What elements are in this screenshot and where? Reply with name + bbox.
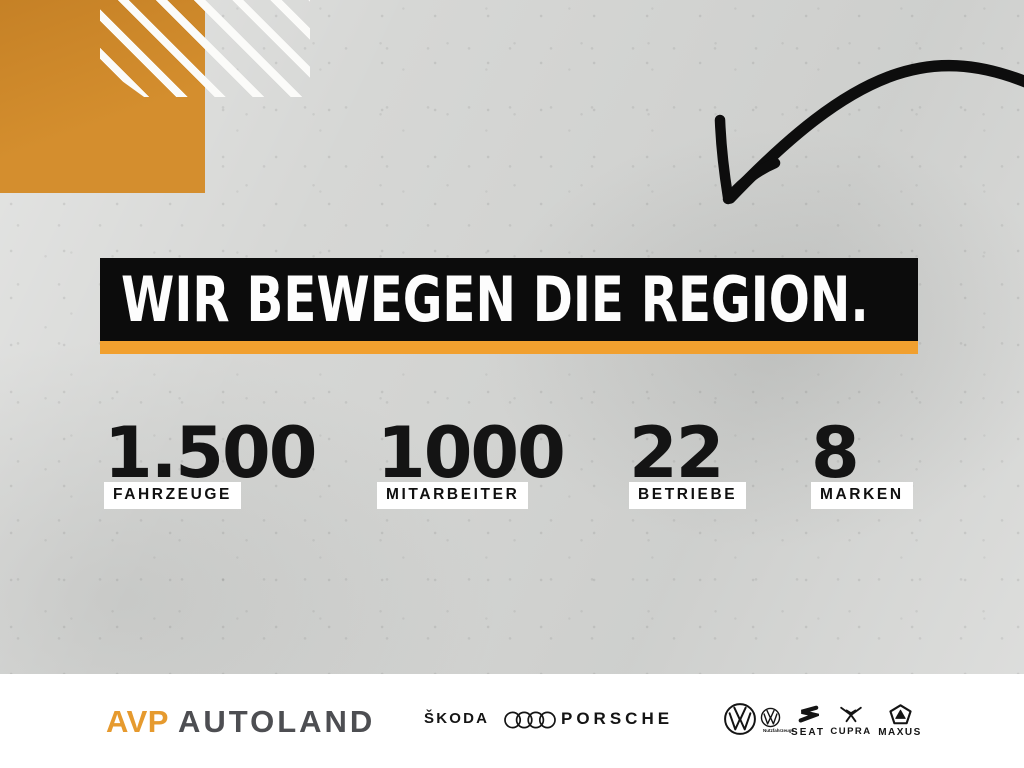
stat-label: FAHRZEUGE (104, 482, 241, 509)
stat-label: MITARBEITER (377, 482, 529, 509)
headline-banner: WIR BEWEGEN DIE REGION. (100, 258, 918, 341)
stat-label: MARKEN (811, 482, 913, 509)
stat-value: 8 (811, 412, 860, 494)
brand-logo-vw-nutzfahrzeuge[interactable]: Nutzfahrzeuge (756, 707, 795, 738)
stat-label: BETRIEBE (629, 482, 747, 509)
skoda-wordmark: ŠKODA (424, 710, 490, 727)
avp-autoland-logo[interactable]: AVP AUTOLAND (106, 704, 375, 740)
vw-nutzfahrzeuge-wordmark: Nutzfahrzeuge (763, 728, 795, 733)
brand-logo-skoda[interactable]: ŠKODA (424, 710, 489, 727)
brand-logo-volkswagen[interactable] (723, 702, 757, 736)
stat-value: 1.500 (104, 412, 317, 494)
porsche-wordmark: PORSCHE (561, 709, 674, 728)
cupra-emblem-icon (840, 706, 862, 723)
cupra-wordmark: CUPRA (830, 726, 872, 737)
seat-wordmark: SEAT (791, 727, 825, 738)
brand-logo-audi[interactable] (504, 710, 556, 730)
headline-text: WIR BEWEGEN DIE REGION. (121, 263, 869, 336)
stat-value: 22 (629, 412, 724, 494)
headline-underline (100, 341, 918, 354)
vw-roundel-icon (760, 707, 780, 728)
brand-logo-maxus[interactable]: MAXUS (875, 704, 925, 738)
avp-logo-prefix: AVP (106, 704, 169, 739)
maxus-wordmark: MAXUS (878, 727, 922, 738)
brand-logo-porsche[interactable]: PORSCHE (561, 709, 673, 729)
stat-marken: 8 MARKEN (811, 412, 913, 509)
stat-value: 1000 (377, 412, 566, 494)
stat-fahrzeuge: 1.500 FAHRZEUGE (104, 412, 317, 509)
stat-betriebe: 22 BETRIEBE (629, 412, 747, 509)
brand-logo-cupra[interactable]: CUPRA (829, 706, 873, 737)
seat-s-icon (798, 705, 819, 723)
footer-bar: AVP AUTOLAND ŠKODA PORSCHE (0, 674, 1024, 768)
curved-arrow-icon (714, 59, 1024, 205)
brand-logo-seat[interactable]: SEAT (789, 705, 827, 738)
vw-roundel-icon (724, 703, 756, 735)
maxus-emblem-icon (888, 704, 912, 725)
audi-rings-icon (504, 711, 556, 729)
diagonal-stripes-decoration (100, 0, 310, 97)
stat-mitarbeiter: 1000 MITARBEITER (377, 412, 566, 509)
avp-logo-suffix: AUTOLAND (177, 704, 376, 739)
